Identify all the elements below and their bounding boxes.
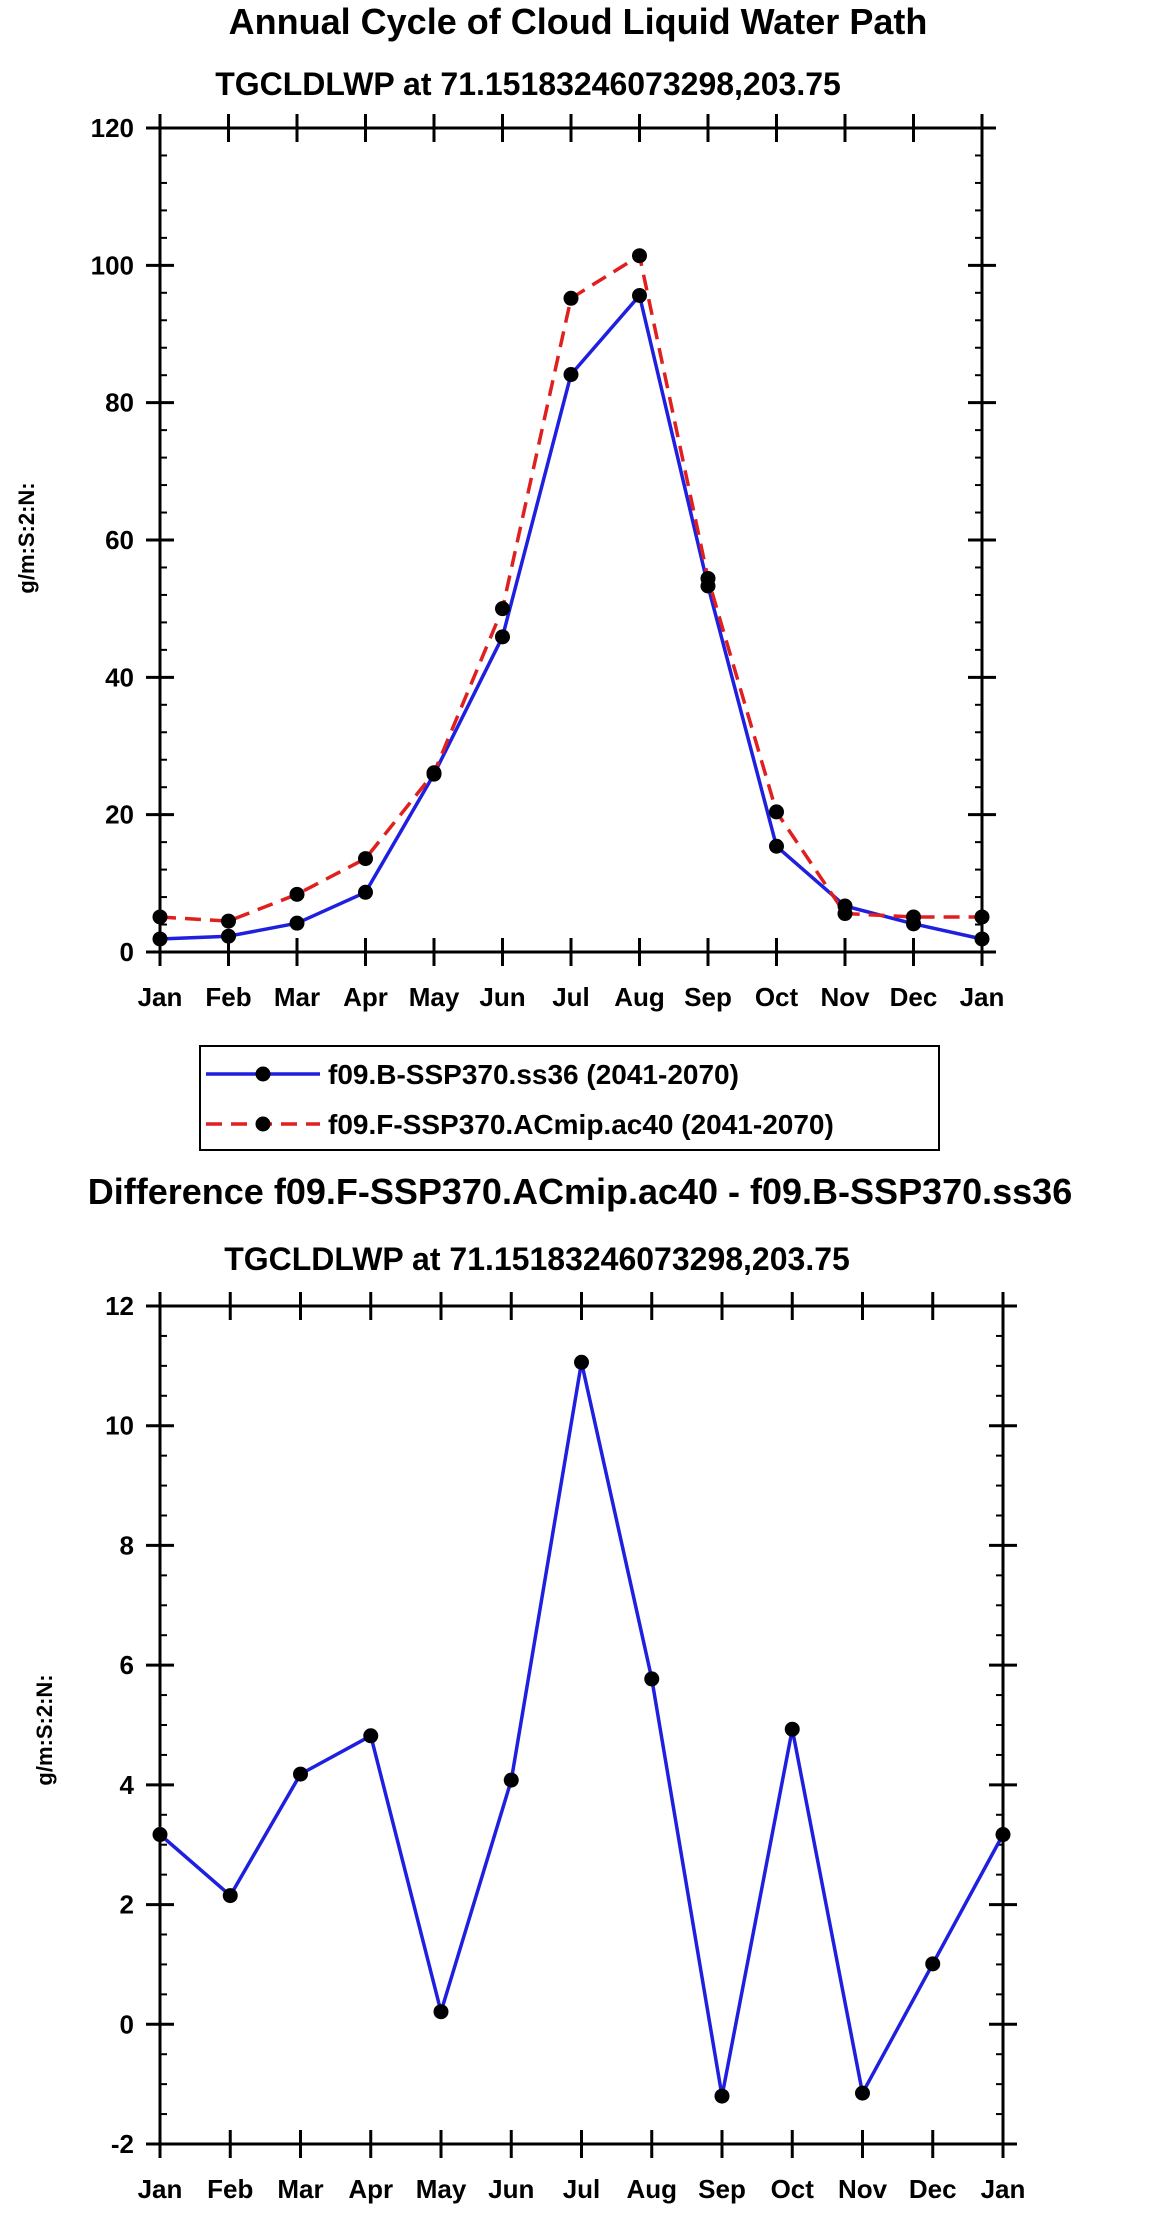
legend-label-ss36: f09.B-SSP370.ss36 (2041-2070) xyxy=(328,1059,739,1090)
chart1-xtick-label: Dec xyxy=(890,982,938,1012)
chart2-xtick-label: Mar xyxy=(277,2174,323,2204)
chart1-point-s1-7 xyxy=(632,248,647,264)
chart2-xtick-label: Dec xyxy=(909,2174,957,2204)
chart2-point-s0-7 xyxy=(644,1671,660,1687)
legend-box xyxy=(199,1045,940,1151)
chart1-point-s0-3 xyxy=(358,884,373,900)
chart1-xtick-label: Nov xyxy=(820,982,870,1012)
chart2-point-s0-4 xyxy=(433,2004,449,2020)
chart2-xtick-label: May xyxy=(416,2174,467,2204)
chart1-point-s1-8 xyxy=(700,570,716,586)
chart2-xtick-label: Nov xyxy=(838,2174,888,2204)
chart1-series xyxy=(152,248,990,947)
chart1-xtick-label: May xyxy=(409,982,460,1012)
chart1-series-line-0 xyxy=(159,293,983,941)
legend-marker-ac40 xyxy=(255,1116,271,1132)
chart1-xtick-label: Feb xyxy=(205,982,251,1012)
chart2-xtick-label: Feb xyxy=(207,2174,253,2204)
chart1-xtick-label: Jun xyxy=(479,982,525,1012)
chart1-series-line-1 xyxy=(159,253,982,923)
chart2-point-s0-1 xyxy=(222,1888,238,1904)
chart2-xtick-label: Sep xyxy=(698,2174,746,2204)
chart-difference: Difference f09.F-SSP370.ACmip.ac40 - f09… xyxy=(32,1171,1072,2204)
chart1-ytick-label: 80 xyxy=(105,388,134,418)
chart2-xtick-label: Apr xyxy=(348,2174,393,2204)
chart2-plot-frame xyxy=(158,1304,1005,2146)
chart2-subtitle: TGCLDLWP at 71.15183246073298,203.75 xyxy=(224,1241,850,1277)
chart1-ytick-label: 40 xyxy=(105,662,134,692)
chart2-xtick-label: Oct xyxy=(771,2174,815,2204)
chart1-point-s1-2 xyxy=(289,886,305,902)
chart1-point-s1-6 xyxy=(563,290,579,306)
chart1-point-s1-3 xyxy=(358,851,373,867)
chart2-series-line-0 xyxy=(158,1360,1005,2098)
chart1-point-s1-5 xyxy=(495,601,510,617)
chart2-xtick-label: Jan xyxy=(138,2174,183,2204)
chart1-point-s0-5 xyxy=(495,629,510,645)
chart1-ytick-label: 0 xyxy=(120,937,134,967)
chart2-xtick-label: Jan xyxy=(981,2174,1026,2204)
chart-annual-cycle: Annual Cycle of Cloud Liquid Water Path … xyxy=(14,1,1004,1012)
chart1-point-s0-1 xyxy=(221,928,236,944)
chart2-ytick-label: -2 xyxy=(111,2129,134,2159)
chart2-series xyxy=(152,1354,1011,2104)
chart2-ytick-label: 0 xyxy=(120,2009,134,2039)
chart1-xtick-label: Apr xyxy=(343,982,388,1012)
chart1-xtick-label: Mar xyxy=(274,982,320,1012)
chart2-point-s0-9 xyxy=(784,1721,800,1737)
chart2-ytick-label: 10 xyxy=(105,1411,134,1441)
chart2-point-s0-10 xyxy=(855,2085,870,2101)
chart1-point-s1-9 xyxy=(769,804,784,820)
chart1-title: Annual Cycle of Cloud Liquid Water Path xyxy=(229,1,928,42)
chart1-ytick-label: 120 xyxy=(91,113,134,143)
chart2-ytick-label: 4 xyxy=(120,1770,135,1800)
chart2-xtick-label: Jun xyxy=(488,2174,534,2204)
chart2-point-s0-3 xyxy=(363,1728,379,1744)
chart1-legend: f09.B-SSP370.ss36 (2041-2070) f09.F-SSP3… xyxy=(199,1045,940,1151)
chart1-point-s1-1 xyxy=(221,913,236,929)
chart1-ytick-label: 20 xyxy=(105,800,134,830)
legend-label-ac40: f09.F-SSP370.ACmip.ac40 (2041-2070) xyxy=(328,1109,834,1140)
chart2-point-s0-5 xyxy=(503,1772,519,1788)
chart2-ytick-label: 8 xyxy=(120,1530,134,1560)
chart2-ytick-label: 6 xyxy=(120,1650,134,1680)
chart1-xtick-label: Aug xyxy=(614,982,665,1012)
chart1-xtick-label: Jul xyxy=(552,982,590,1012)
chart2-title: Difference f09.F-SSP370.ACmip.ac40 - f09… xyxy=(88,1171,1072,1212)
chart1-subtitle: TGCLDLWP at 71.15183246073298,203.75 xyxy=(215,66,841,102)
chart2-ylabel: g/m:S:2:N: xyxy=(32,1674,57,1785)
chart1-point-s0-2 xyxy=(289,915,305,931)
chart2-point-s0-8 xyxy=(714,2088,730,2104)
chart1-ticks: 0 20 40 60 80 100 120 Jan Feb Mar Apr May Jun Jul Aug S… xyxy=(91,113,1005,1012)
chart2-ytick-label: 2 xyxy=(120,1890,134,1920)
chart1-xtick-label: Jan xyxy=(138,982,183,1012)
chart1-point-s0-6 xyxy=(563,367,579,383)
legend-marker-ss36 xyxy=(255,1066,271,1082)
chart1-xtick-label: Jan xyxy=(960,982,1005,1012)
chart2-xtick-label: Jul xyxy=(563,2174,601,2204)
chart2-point-s0-6 xyxy=(574,1354,589,1370)
chart2-ytick-label: 12 xyxy=(105,1291,134,1321)
legend-entry-ss36: f09.B-SSP370.ss36 (2041-2070) xyxy=(206,1059,739,1090)
chart2-point-s0-11 xyxy=(925,1956,941,1972)
chart1-point-s1-11 xyxy=(906,909,921,925)
chart1-ytick-label: 100 xyxy=(91,250,134,280)
chart2-xtick-label: Aug xyxy=(626,2174,677,2204)
chart1-ytick-label: 60 xyxy=(105,525,134,555)
chart1-point-s0-7 xyxy=(632,288,647,304)
chart2-point-s0-2 xyxy=(293,1766,308,1782)
chart1-xtick-label: Oct xyxy=(755,982,799,1012)
chart1-xtick-label: Sep xyxy=(684,982,732,1012)
legend-entry-ac40: f09.F-SSP370.ACmip.ac40 (2041-2070) xyxy=(206,1109,834,1140)
chart1-point-s1-10 xyxy=(837,906,853,922)
chart2-ticks: -2 0 2 4 6 8 10 12 Jan Feb Mar Apr May Jun Jul Aug Sep Oc… xyxy=(105,1291,1025,2204)
chart1-point-s1-4 xyxy=(426,765,442,781)
chart1-plot-frame xyxy=(158,126,984,954)
chart1-ylabel: g/m:S:2:N: xyxy=(14,482,39,593)
chart1-point-s0-9 xyxy=(769,838,784,854)
